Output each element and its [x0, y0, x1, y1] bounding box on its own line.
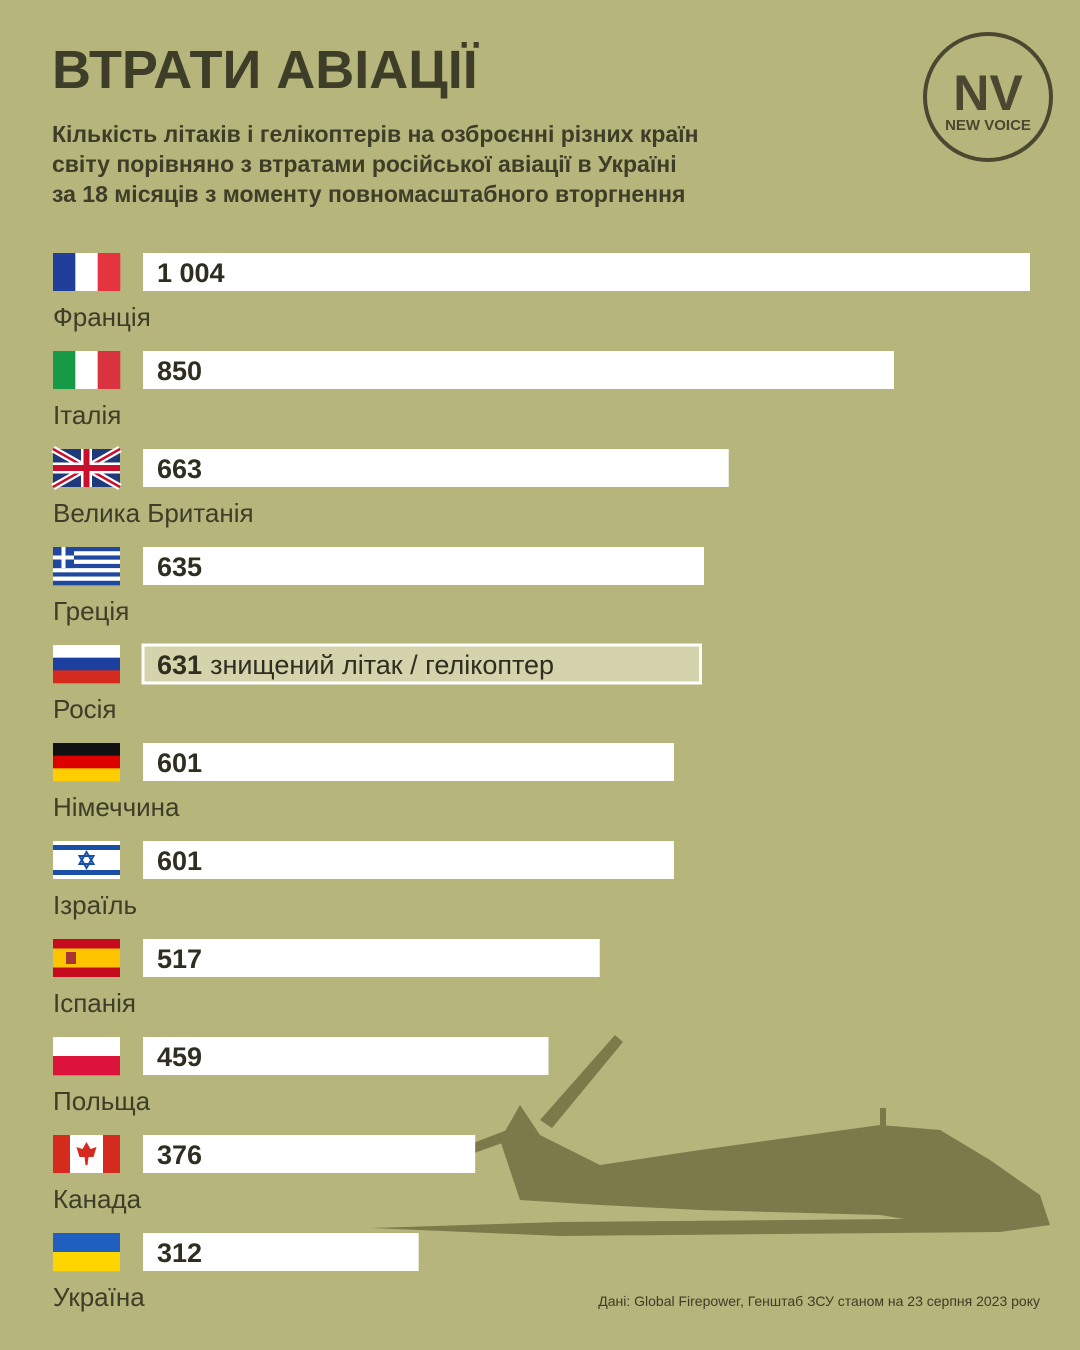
logo-ring — [923, 32, 1053, 162]
flag-part — [53, 449, 120, 487]
flag-part — [97, 253, 121, 291]
category-label: Канада — [53, 1184, 142, 1214]
value-label: 601 — [157, 846, 202, 876]
bar — [143, 449, 729, 487]
category-label: Україна — [53, 1282, 145, 1312]
flag-part — [53, 1056, 120, 1076]
category-label: Греція — [53, 596, 129, 626]
flag — [53, 1135, 120, 1173]
helicopter-silhouette — [372, 1035, 1050, 1236]
flag-part — [53, 547, 74, 569]
flag — [53, 1233, 120, 1272]
flag — [53, 939, 120, 977]
flag-part — [53, 845, 120, 850]
flag-part — [75, 351, 98, 389]
bar — [143, 939, 600, 977]
bar — [143, 1037, 549, 1075]
value-label: 376 — [157, 1140, 202, 1170]
bar — [143, 1233, 419, 1271]
value-label: 850 — [157, 356, 202, 386]
flag-part — [53, 568, 120, 573]
flag — [53, 841, 120, 879]
category-label: Ізраїль — [53, 890, 137, 920]
flag — [51, 445, 122, 491]
flag — [53, 253, 121, 291]
flag — [53, 351, 121, 389]
subtitle-line: світу порівняно з втратами російської ав… — [52, 151, 677, 177]
bar — [143, 547, 705, 585]
flag-part — [53, 670, 120, 684]
flag-part — [53, 547, 120, 552]
flag-part — [76, 1142, 97, 1165]
value-label: 312 — [157, 1238, 202, 1268]
bar — [143, 253, 1030, 291]
source: Дані: Global Firepower, Генштаб ЗСУ стан… — [598, 1293, 1040, 1309]
bar — [143, 743, 674, 781]
annotation: знищений літак / гелікоптер — [210, 650, 554, 680]
value-label: 631 — [157, 650, 202, 680]
category-label: Велика Британія — [53, 498, 254, 528]
category-label: Польща — [53, 1086, 151, 1116]
value-label: 1 004 — [157, 258, 225, 288]
logo-name: NEW VOICE — [945, 117, 1031, 134]
flag-part — [53, 1135, 70, 1173]
flag-part — [53, 768, 120, 782]
flag-part — [53, 1252, 120, 1272]
flag-part — [53, 555, 120, 560]
value-label: 663 — [157, 454, 202, 484]
flag-part — [53, 645, 120, 658]
subtitle-line: Кількість літаків і гелікоптерів на озбр… — [52, 121, 699, 147]
flag-part — [103, 1135, 120, 1173]
category-label: Італія — [53, 400, 121, 430]
flag — [53, 743, 120, 782]
category-label: Іспанія — [53, 988, 136, 1018]
flag-part — [53, 572, 120, 577]
logo-mark: NV — [953, 65, 1023, 121]
flag-part — [53, 948, 120, 968]
flag-part — [53, 1233, 120, 1253]
flag-part — [66, 952, 76, 964]
flag — [53, 645, 120, 684]
flag-part — [53, 743, 120, 756]
bar — [141, 643, 702, 685]
flag-part — [53, 755, 120, 769]
flag-part — [53, 1037, 120, 1057]
value-label: 635 — [157, 552, 202, 582]
flag-part — [97, 351, 121, 389]
flag-part — [77, 850, 96, 870]
flag-part — [53, 870, 120, 875]
flag-part — [53, 657, 120, 671]
flag-part — [75, 253, 98, 291]
logo: NV NEW VOICE — [923, 32, 1053, 162]
bar — [143, 1135, 476, 1173]
category-label: Німеччина — [53, 792, 180, 822]
subtitle-line: за 18 місяців з моменту повномасштабного… — [52, 181, 685, 207]
value-label: 459 — [157, 1042, 202, 1072]
bar — [143, 351, 894, 389]
flag-part — [53, 563, 120, 569]
flag-part — [53, 559, 120, 565]
flag-part — [53, 576, 120, 582]
flag-part — [53, 580, 120, 586]
flag — [53, 1037, 120, 1076]
value-label: 517 — [157, 944, 202, 974]
flag-part — [53, 551, 120, 556]
flag — [53, 547, 120, 586]
category-label: Франція — [53, 302, 151, 332]
category-label: Росія — [53, 694, 117, 724]
bar — [143, 841, 674, 879]
flag-part — [53, 351, 76, 389]
flag-part — [53, 253, 76, 291]
title: ВТРАТИ АВІАЦІЇ — [52, 40, 480, 100]
value-label: 601 — [157, 748, 202, 778]
